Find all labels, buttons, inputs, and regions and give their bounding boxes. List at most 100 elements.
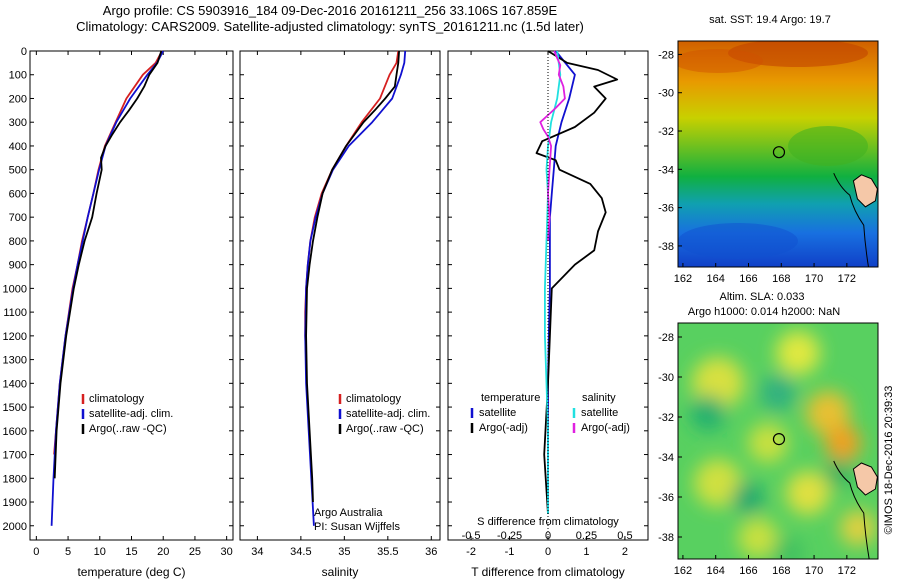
x-axis-label: temperature (deg C) (77, 565, 185, 579)
series-line (544, 50, 562, 514)
plot-frame (29, 50, 234, 541)
y-tick-label: 200 (9, 93, 27, 105)
x-tick-label: 168 (772, 565, 790, 577)
argo-position-marker (772, 433, 786, 446)
y-tick-label: -28 (658, 332, 674, 344)
legend-label: Argo(-adj) (479, 422, 528, 434)
y-tick-label: 1600 (3, 426, 27, 438)
x-tick-label: 170 (805, 565, 823, 577)
sst-cool-patch (678, 223, 798, 259)
y-tick-label: -38 (658, 241, 674, 253)
y-tick-label: 500 (9, 165, 27, 177)
y-tick-label: 600 (9, 188, 27, 200)
x-axis-label: T difference from climatology (471, 565, 625, 579)
x-tick-label: 10 (94, 546, 106, 558)
y-tick-label: -30 (658, 88, 674, 100)
sla-blob (825, 425, 861, 461)
y-tick-label: 1800 (3, 473, 27, 485)
x-tick-label: 34.5 (290, 546, 311, 558)
legend-label: satellite-adj. clim. (89, 408, 173, 420)
sla-blob (786, 471, 830, 515)
sla-blob (690, 395, 726, 431)
legend-label: satellite (581, 407, 618, 419)
y-tick-label: 1500 (3, 402, 27, 414)
x-tick-label: 5 (65, 546, 71, 558)
argo-position-marker (772, 146, 786, 159)
x-tick-label: 35.5 (377, 546, 398, 558)
secondary-tick-label: 0 (545, 530, 551, 542)
x-tick-label: 162 (674, 273, 692, 285)
x-tick-label: 1 (583, 546, 589, 558)
x-tick-label: 36 (425, 546, 437, 558)
legend-label: satellite (479, 407, 516, 419)
legend-label: Argo(-adj) (581, 422, 630, 434)
series-line (539, 50, 566, 241)
sla-blob (732, 482, 764, 514)
credit-text: ©IMOS 18-Dec-2016 20:39:33 (883, 386, 895, 535)
sst-map: 162 164 166 168 170 172 -28 -30 -32 -34 -36 -38 sat.… (658, 14, 879, 285)
y-tick-label: -32 (658, 126, 674, 138)
sla-blob (776, 331, 820, 375)
y-tick-label: -30 (658, 372, 674, 384)
map-title: sat. SST: 19.4 Argo: 19.7 (709, 14, 831, 26)
x-tick-label: 164 (707, 273, 725, 285)
title-line-1: Argo profile: CS 5903916_184 09-Dec-2016… (102, 3, 558, 18)
sla-blob (824, 459, 852, 487)
sla-map: 162 164 166 168 170 172 -28 -30 -32 -34 -36 -38 Alti… (658, 291, 879, 577)
salinity-profile: 34 34.5 35 35.5 36 salinity climatology satelli… (239, 50, 441, 579)
x-tick-label: 34 (251, 546, 263, 558)
annotation-text: PI: Susan Wijffels (314, 521, 400, 533)
sla-blob (694, 459, 742, 507)
x-tick-label: 15 (125, 546, 137, 558)
x-tick-label: -2 (466, 546, 476, 558)
x-tick-label: 172 (838, 273, 856, 285)
difference-profile: -2 -1 0 1 2 T difference from climatology S di… (447, 50, 649, 579)
y-tick-label: 300 (9, 117, 27, 129)
legend-label: climatology (346, 393, 402, 405)
y-tick-label: -34 (658, 164, 674, 176)
x-tick-label: 25 (189, 546, 201, 558)
secondary-axis-label: S difference from climatology (477, 516, 619, 528)
sla-blob (738, 518, 778, 558)
x-tick-label: 0 (545, 546, 551, 558)
y-tick-label: -38 (658, 532, 674, 544)
map-field (678, 41, 878, 267)
y-tick-label: 400 (9, 141, 27, 153)
y-tick-label: -32 (658, 412, 674, 424)
legend-label: Argo(..raw -QC) (89, 423, 167, 435)
plot-frame (239, 50, 441, 541)
x-tick-label: 35 (338, 546, 350, 558)
map-field (678, 323, 878, 559)
title-line-2: Climatology: CARS2009. Satellite-adjuste… (76, 19, 584, 34)
sla-blob (806, 391, 850, 435)
legend-label: Argo(..raw -QC) (346, 423, 424, 435)
y-tick-label: -36 (658, 492, 674, 504)
x-tick-label: 20 (157, 546, 169, 558)
temperature-profile: 0 5 10 15 20 25 300100200300400500600700800900… (3, 46, 234, 579)
y-tick-label: -34 (658, 452, 674, 464)
secondary-tick-label: 0.25 (576, 530, 597, 542)
y-tick-label: 100 (9, 70, 27, 82)
secondary-tick-label: 0.5 (617, 530, 632, 542)
coastline (833, 172, 869, 267)
sla-blob (748, 423, 788, 463)
y-tick-label: -36 (658, 203, 674, 215)
secondary-tick-label: -0.5 (462, 530, 481, 542)
series-line (53, 50, 163, 479)
y-tick-label: 1200 (3, 331, 27, 343)
legend-title-salinity: salinity (582, 392, 616, 404)
series-line (305, 50, 400, 503)
y-tick-label: 1300 (3, 355, 27, 367)
y-tick-label: 700 (9, 212, 27, 224)
legend-label: climatology (89, 393, 145, 405)
y-tick-label: 1100 (3, 307, 27, 319)
y-tick-label: 1900 (3, 497, 27, 509)
x-tick-label: 170 (805, 273, 823, 285)
legend-title-temperature: temperature (481, 392, 540, 404)
x-tick-label: 166 (739, 565, 757, 577)
y-tick-label: 900 (9, 260, 27, 272)
y-tick-label: 2000 (3, 521, 27, 533)
x-tick-label: -1 (505, 546, 515, 558)
map-title: Altim. SLA: 0.033 (720, 291, 805, 303)
